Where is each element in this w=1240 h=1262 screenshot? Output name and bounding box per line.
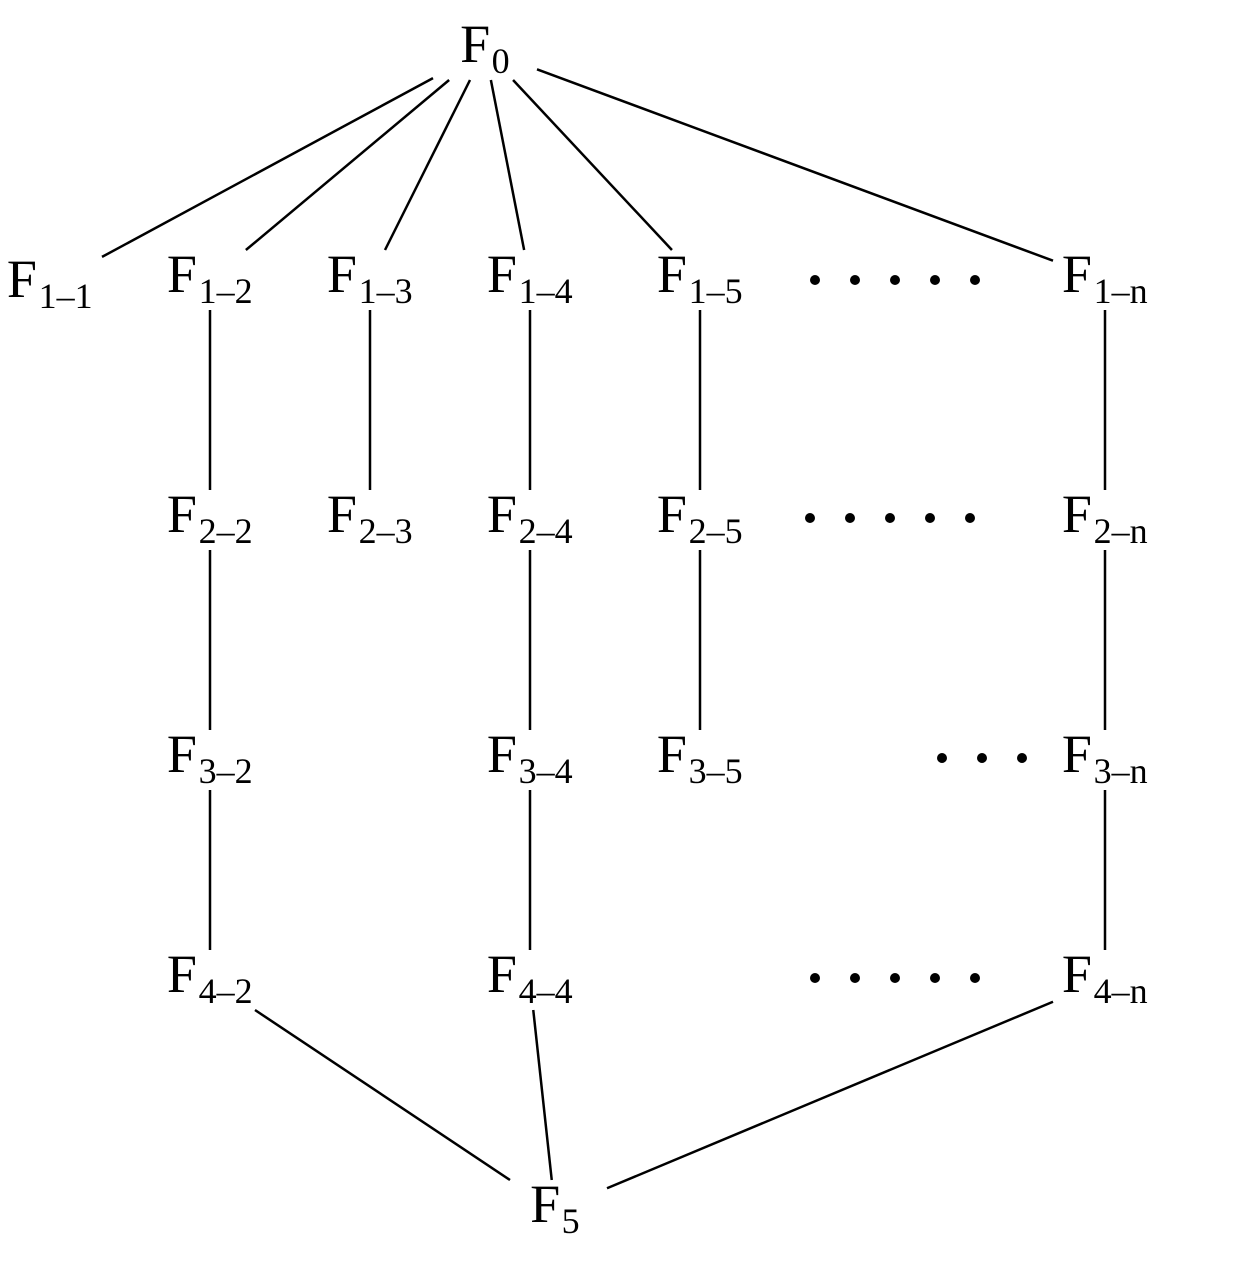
ellipsis-dot xyxy=(930,973,940,983)
node-main: F xyxy=(530,1174,560,1234)
ellipsis-dot xyxy=(965,513,975,523)
node-label: F1–n xyxy=(1062,244,1148,311)
edge xyxy=(513,80,672,250)
node-subscript: 1–1 xyxy=(39,276,93,316)
ellipsis-dot xyxy=(805,513,815,523)
node-main: F xyxy=(327,484,357,544)
node-label: F2–5 xyxy=(657,484,743,551)
node-label: F3–2 xyxy=(167,724,253,791)
node-label: F0 xyxy=(460,14,510,81)
node-subscript: 2–4 xyxy=(519,511,573,551)
node-label: F5 xyxy=(530,1174,580,1241)
ellipsis-dot xyxy=(845,513,855,523)
edge xyxy=(533,1010,551,1180)
edge xyxy=(255,1010,510,1180)
edge xyxy=(491,80,524,250)
node-label: F1–4 xyxy=(487,244,573,311)
node-main: F xyxy=(1062,944,1092,1004)
node-main: F xyxy=(487,724,517,784)
node-label: F2–4 xyxy=(487,484,573,551)
node-label: F1–5 xyxy=(657,244,743,311)
node-label: F4–4 xyxy=(487,944,573,1011)
node-main: F xyxy=(487,244,517,304)
node-subscript: 1–5 xyxy=(689,271,743,311)
node-label: F4–n xyxy=(1062,944,1148,1011)
ellipsis-dot xyxy=(925,513,935,523)
node-subscript: 2–3 xyxy=(359,511,413,551)
node-subscript: 2–2 xyxy=(199,511,253,551)
node-main: F xyxy=(7,249,37,309)
node-main: F xyxy=(167,244,197,304)
ellipsis-dot xyxy=(977,753,987,763)
nodes-group: F0F1–1F1–2F1–3F1–4F1–5F1–nF2–2F2–3F2–4F2… xyxy=(7,14,1148,1241)
node-label: F2–3 xyxy=(327,484,413,551)
node-main: F xyxy=(1062,484,1092,544)
node-label: F3–5 xyxy=(657,724,743,791)
node-subscript: 4–n xyxy=(1094,971,1148,1011)
node-main: F xyxy=(487,484,517,544)
node-main: F xyxy=(167,724,197,784)
node-subscript: 1–2 xyxy=(199,271,253,311)
node-subscript: 4–4 xyxy=(519,971,573,1011)
ellipsis-dot xyxy=(930,275,940,285)
ellipsis-dot xyxy=(850,275,860,285)
edge xyxy=(246,80,449,250)
edge xyxy=(102,78,433,257)
node-main: F xyxy=(657,484,687,544)
tree-diagram: F0F1–1F1–2F1–3F1–4F1–5F1–nF2–2F2–3F2–4F2… xyxy=(0,0,1240,1262)
ellipsis-dot xyxy=(885,513,895,523)
node-subscript: 0 xyxy=(492,41,510,81)
node-label: F1–3 xyxy=(327,244,413,311)
node-subscript: 4–2 xyxy=(199,971,253,1011)
ellipsis-dot xyxy=(890,275,900,285)
node-main: F xyxy=(1062,244,1092,304)
ellipsis-dot xyxy=(890,973,900,983)
node-label: F4–2 xyxy=(167,944,253,1011)
node-subscript: 3–4 xyxy=(519,751,573,791)
node-subscript: 1–4 xyxy=(519,271,573,311)
node-main: F xyxy=(657,244,687,304)
node-main: F xyxy=(167,944,197,1004)
node-label: F1–1 xyxy=(7,249,93,316)
node-subscript: 3–5 xyxy=(689,751,743,791)
node-subscript: 3–2 xyxy=(199,751,253,791)
node-main: F xyxy=(327,244,357,304)
node-subscript: 2–n xyxy=(1094,511,1148,551)
node-subscript: 5 xyxy=(562,1201,580,1241)
edge xyxy=(607,1002,1053,1189)
node-subscript: 2–5 xyxy=(689,511,743,551)
edge xyxy=(385,80,470,250)
ellipsis-dot xyxy=(850,973,860,983)
ellipsis-dot xyxy=(1017,753,1027,763)
ellipsis-group xyxy=(805,275,1027,983)
node-main: F xyxy=(460,14,490,74)
node-subscript: 3–n xyxy=(1094,751,1148,791)
ellipsis-dot xyxy=(810,973,820,983)
edge xyxy=(537,69,1053,260)
node-label: F2–2 xyxy=(167,484,253,551)
node-main: F xyxy=(167,484,197,544)
node-subscript: 1–3 xyxy=(359,271,413,311)
node-main: F xyxy=(657,724,687,784)
node-label: F2–n xyxy=(1062,484,1148,551)
ellipsis-dot xyxy=(810,275,820,285)
node-label: F3–n xyxy=(1062,724,1148,791)
ellipsis-dot xyxy=(937,753,947,763)
node-label: F3–4 xyxy=(487,724,573,791)
node-subscript: 1–n xyxy=(1094,271,1148,311)
edges-group xyxy=(102,69,1105,1188)
node-main: F xyxy=(487,944,517,1004)
ellipsis-dot xyxy=(970,973,980,983)
ellipsis-dot xyxy=(970,275,980,285)
node-main: F xyxy=(1062,724,1092,784)
node-label: F1–2 xyxy=(167,244,253,311)
